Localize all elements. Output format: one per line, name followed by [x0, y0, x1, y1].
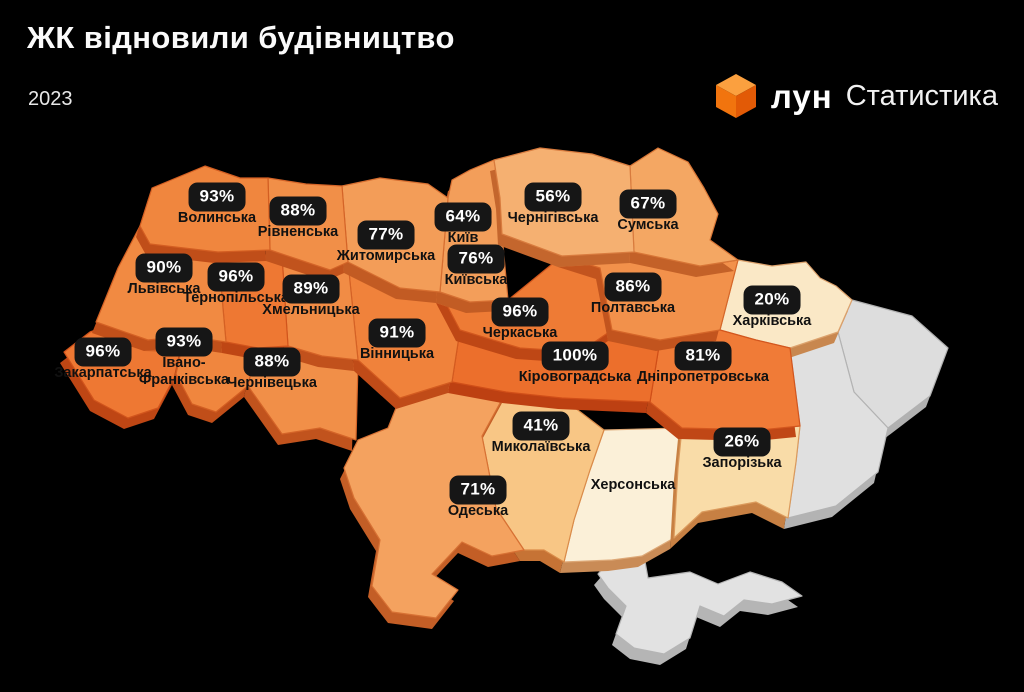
logo-suffix-text: Статистика [845, 79, 998, 112]
cube-right-face [735, 85, 756, 118]
lun-cube-icon [715, 74, 756, 118]
cube-left-face [715, 85, 736, 118]
map-regions-layer [60, 147, 949, 665]
logo-brand-text: лун [770, 77, 833, 115]
region-odeska [343, 381, 525, 619]
region-crimea [597, 555, 803, 655]
region-volynska [139, 165, 271, 253]
lun-logo: лун Статистика [714, 72, 998, 120]
year-label: 2023 [28, 88, 73, 110]
page-title: ЖК відновили будівництво [27, 20, 455, 55]
region-ternopilska [217, 251, 289, 349]
region-sumska [629, 147, 739, 267]
